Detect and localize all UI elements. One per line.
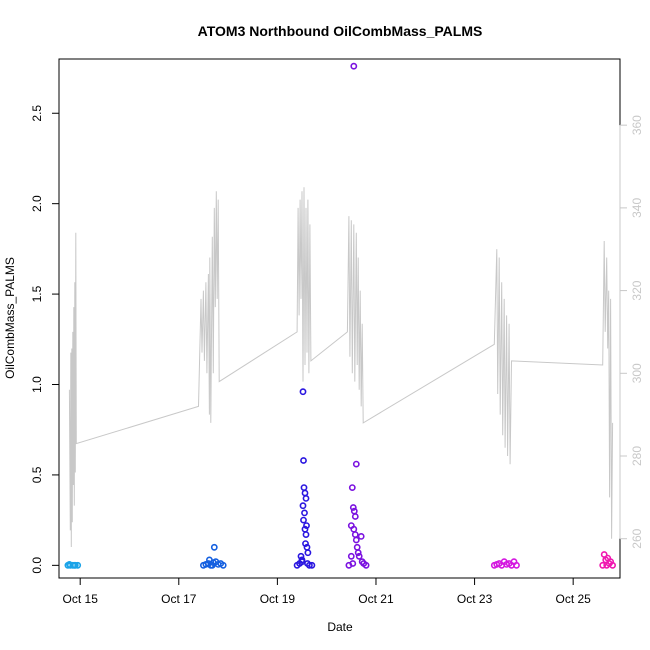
data-point [298, 556, 306, 564]
data-point [299, 502, 307, 510]
data-point [351, 531, 359, 538]
data-point [300, 484, 308, 491]
data-point [350, 507, 358, 515]
data-point [300, 516, 307, 524]
data-point [210, 543, 218, 551]
y2-tick-label: 300 [630, 363, 644, 383]
y2-tick-label: 320 [630, 280, 644, 300]
scatter-points-layer [64, 62, 616, 569]
data-point [302, 540, 309, 547]
data-point [351, 513, 359, 520]
data-point [70, 561, 78, 569]
data-point [353, 543, 361, 551]
y-axis: 0.0 0.5 1.0 1.5 2.0 2.5 [30, 105, 60, 574]
data-point [349, 504, 357, 511]
x-axis-label: Date [327, 620, 353, 634]
data-point [348, 484, 356, 491]
data-point [301, 509, 308, 517]
data-point [301, 489, 309, 497]
y2-tick-label: 360 [630, 115, 644, 135]
data-point [362, 561, 370, 569]
data-point [357, 533, 365, 540]
data-point [300, 457, 307, 464]
data-point [208, 561, 216, 569]
data-point [304, 549, 312, 557]
y-tick-label: 0.5 [30, 466, 44, 483]
x-axis: Oct 15 Oct 17 Oct 19 Oct 21 Oct 23 Oct 25 [63, 577, 591, 606]
y2-tick-label: 340 [630, 198, 644, 218]
y-tick-label: 1.5 [30, 285, 44, 302]
chart-title: ATOM3 Northbound OilCombMass_PALMS [198, 23, 483, 39]
secondary-series-line [68, 187, 614, 548]
data-point [299, 388, 307, 396]
data-point [609, 561, 616, 569]
x-tick-label: Oct 15 [63, 592, 99, 606]
y-tick-label: 0.0 [30, 557, 44, 574]
data-point [205, 556, 213, 564]
data-point [347, 552, 355, 560]
data-point [354, 549, 362, 557]
data-point [303, 522, 310, 529]
data-point [599, 561, 607, 569]
data-point [355, 552, 363, 560]
data-point [297, 552, 305, 560]
plot-frame [58, 58, 621, 579]
data-point [350, 525, 358, 533]
y2-tick-label: 260 [630, 528, 644, 548]
y-tick-label: 2.0 [30, 195, 44, 212]
secondary-line-layer [68, 187, 614, 548]
data-point [603, 561, 611, 569]
data-point [74, 561, 82, 569]
data-point [302, 494, 310, 502]
data-point [350, 62, 358, 70]
y2-tick-label: 280 [630, 446, 644, 466]
x-tick-label: Oct 25 [555, 592, 591, 606]
data-point [352, 536, 360, 544]
data-point [513, 561, 520, 569]
data-point [352, 460, 360, 468]
data-point [302, 531, 310, 538]
y-tick-label: 1.0 [30, 376, 44, 393]
x-tick-label: Oct 21 [358, 592, 394, 606]
x-tick-label: Oct 23 [457, 592, 493, 606]
data-point [219, 561, 227, 569]
y-axis-label: OilCombMass_PALMS [3, 257, 17, 379]
y-tick-label: 2.5 [30, 105, 44, 122]
y2-axis: 260 280 300 320 340 360 [619, 115, 644, 549]
x-tick-label: Oct 19 [260, 592, 296, 606]
data-point [349, 560, 357, 567]
x-tick-label: Oct 17 [161, 592, 197, 606]
data-point [304, 560, 311, 567]
